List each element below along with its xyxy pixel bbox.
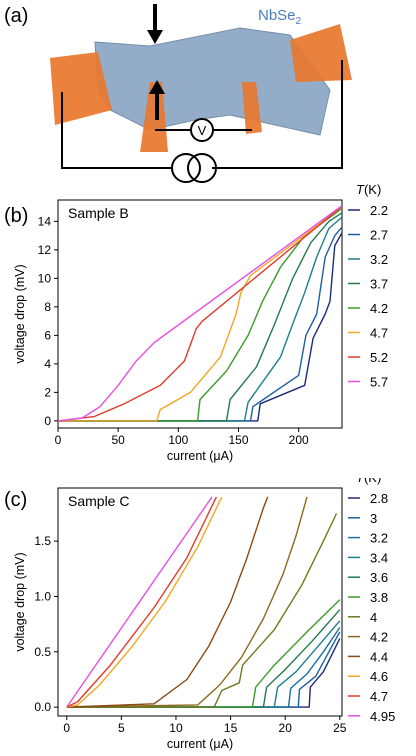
legend-entry: 2.7 bbox=[370, 228, 388, 243]
series-line-3.2 bbox=[58, 216, 342, 422]
legend-title: T(K) bbox=[356, 478, 381, 485]
series-line-3.8 bbox=[66, 599, 341, 708]
legend-entry: 2.2 bbox=[370, 203, 388, 218]
legend-entry: 3.7 bbox=[370, 277, 388, 292]
x-tick-label: 5 bbox=[118, 721, 125, 735]
legend-title: T(K) bbox=[356, 182, 381, 197]
legend-entry: 3 bbox=[370, 511, 377, 526]
current-source-right bbox=[187, 153, 217, 183]
y-axis-label: voltage drop (mV) bbox=[13, 552, 27, 651]
legend-entry: 4 bbox=[370, 610, 377, 625]
y-tick-label: 2 bbox=[44, 385, 51, 399]
x-tick-label: 15 bbox=[224, 721, 238, 735]
series-group bbox=[58, 205, 342, 422]
x-tick-label: 25 bbox=[333, 721, 347, 735]
panel-b-chart: (b) 0 50 100 150 200 0 2 4 6 8 10 12 14 current (μA) vo… bbox=[0, 178, 416, 478]
arrow-down-icon bbox=[147, 30, 163, 44]
y-tick-label: 8 bbox=[44, 300, 51, 314]
y-tick-label: 6 bbox=[44, 328, 51, 342]
legend-title-unit: (K) bbox=[364, 478, 381, 485]
y-tick-label: 4 bbox=[44, 357, 51, 371]
series-line-4.6 bbox=[66, 496, 223, 708]
series-line-4 bbox=[66, 513, 338, 708]
x-tick-label: 20 bbox=[279, 721, 293, 735]
series-line-4.7 bbox=[58, 206, 342, 422]
legend-entry: 3.8 bbox=[370, 590, 388, 605]
chart-sample-b: (b) 0 50 100 150 200 0 2 4 6 8 10 12 14 current (μA) vo… bbox=[4, 182, 388, 463]
legend-entry: 4.95 bbox=[370, 709, 395, 724]
current-source-left bbox=[171, 153, 201, 183]
legend-entry: 4.7 bbox=[370, 326, 388, 341]
y-tick-label: 0 bbox=[44, 414, 51, 428]
device-schematic: (a) V NbSe2 bbox=[4, 4, 352, 183]
sample-label: Sample C bbox=[68, 493, 129, 509]
y-tick-label: 1.5 bbox=[34, 534, 51, 548]
y-tick-label: 12 bbox=[38, 243, 52, 257]
x-tick-label: 50 bbox=[111, 433, 125, 447]
x-tick-label: 100 bbox=[168, 433, 188, 447]
legend-entry: 5.7 bbox=[370, 375, 388, 390]
sample-label: Sample B bbox=[68, 205, 129, 221]
y-tick-label: 0.5 bbox=[34, 645, 51, 659]
contact-inner-right bbox=[242, 82, 262, 134]
panel-a-label: (a) bbox=[4, 5, 28, 27]
chart-sample-c: (c) 0 5 10 15 20 25 0.0 0.5 1.0 1.5 current (μA) vol… bbox=[4, 478, 395, 751]
series-line-4.7 bbox=[66, 496, 218, 708]
legend-entry: 3.6 bbox=[370, 570, 388, 585]
y-axis-label: voltage drop (mV) bbox=[13, 264, 27, 363]
x-tick-label: 150 bbox=[228, 433, 248, 447]
current-wire bbox=[61, 92, 176, 169]
x-tick-label: 0 bbox=[63, 721, 70, 735]
voltmeter-label: V bbox=[198, 123, 207, 138]
x-tick-label: 10 bbox=[169, 721, 183, 735]
series-line-4.4 bbox=[66, 496, 269, 708]
legend-entry: 3.2 bbox=[370, 252, 388, 267]
x-axis-label: current (μA) bbox=[167, 449, 233, 463]
series-line-4.95 bbox=[66, 496, 213, 708]
legend-entry: 3.4 bbox=[370, 550, 388, 565]
legend-entry: 4.7 bbox=[370, 689, 388, 704]
x-tick-label: 200 bbox=[289, 433, 309, 447]
contact-inner-left bbox=[140, 82, 168, 152]
panel-label: (b) bbox=[4, 205, 28, 227]
series-line-4.2 bbox=[58, 207, 342, 422]
series-line-5.7 bbox=[58, 205, 342, 422]
series-line-2.2 bbox=[58, 232, 342, 422]
x-tick-label: 0 bbox=[55, 433, 62, 447]
material-label: NbSe2 bbox=[258, 7, 302, 27]
current-wire-right bbox=[212, 60, 343, 169]
arrow-up-icon bbox=[149, 80, 165, 94]
legend-title-symbol: T bbox=[356, 182, 365, 197]
legend-entry: 4.2 bbox=[370, 301, 388, 316]
legend-entry: 4.4 bbox=[370, 649, 388, 664]
legend-title-symbol: T bbox=[356, 478, 365, 485]
contact-right-outer bbox=[290, 24, 352, 82]
series-line-5.2 bbox=[58, 205, 342, 422]
legend-title-unit: (K) bbox=[364, 182, 381, 197]
y-tick-label: 1.0 bbox=[34, 589, 51, 603]
y-tick-label: 14 bbox=[38, 214, 52, 228]
y-tick-label: 0.0 bbox=[34, 700, 51, 714]
legend-entry: 4.6 bbox=[370, 669, 388, 684]
series-group bbox=[66, 496, 341, 708]
voltmeter-symbol bbox=[190, 118, 214, 142]
legend-entry: 2.8 bbox=[370, 491, 388, 506]
series-line-2.7 bbox=[58, 226, 342, 422]
series-line-3.7 bbox=[58, 212, 342, 422]
panel-c-chart: (c) 0 5 10 15 20 25 0.0 0.5 1.0 1.5 current (μA) vol… bbox=[0, 478, 416, 756]
panel-label: (c) bbox=[4, 489, 27, 511]
panel-a-schematic: (a) V NbSe2 bbox=[0, 0, 416, 190]
contact-left-outer bbox=[50, 52, 112, 125]
legend-entry: 4.2 bbox=[370, 630, 388, 645]
y-tick-label: 10 bbox=[38, 271, 52, 285]
legend-entry: 5.2 bbox=[370, 350, 388, 365]
plot-frame bbox=[57, 199, 343, 429]
plot-frame bbox=[57, 487, 343, 717]
legend-entry: 3.2 bbox=[370, 531, 388, 546]
x-axis-label: current (μA) bbox=[167, 737, 233, 751]
series-line-4.2 bbox=[66, 496, 308, 708]
